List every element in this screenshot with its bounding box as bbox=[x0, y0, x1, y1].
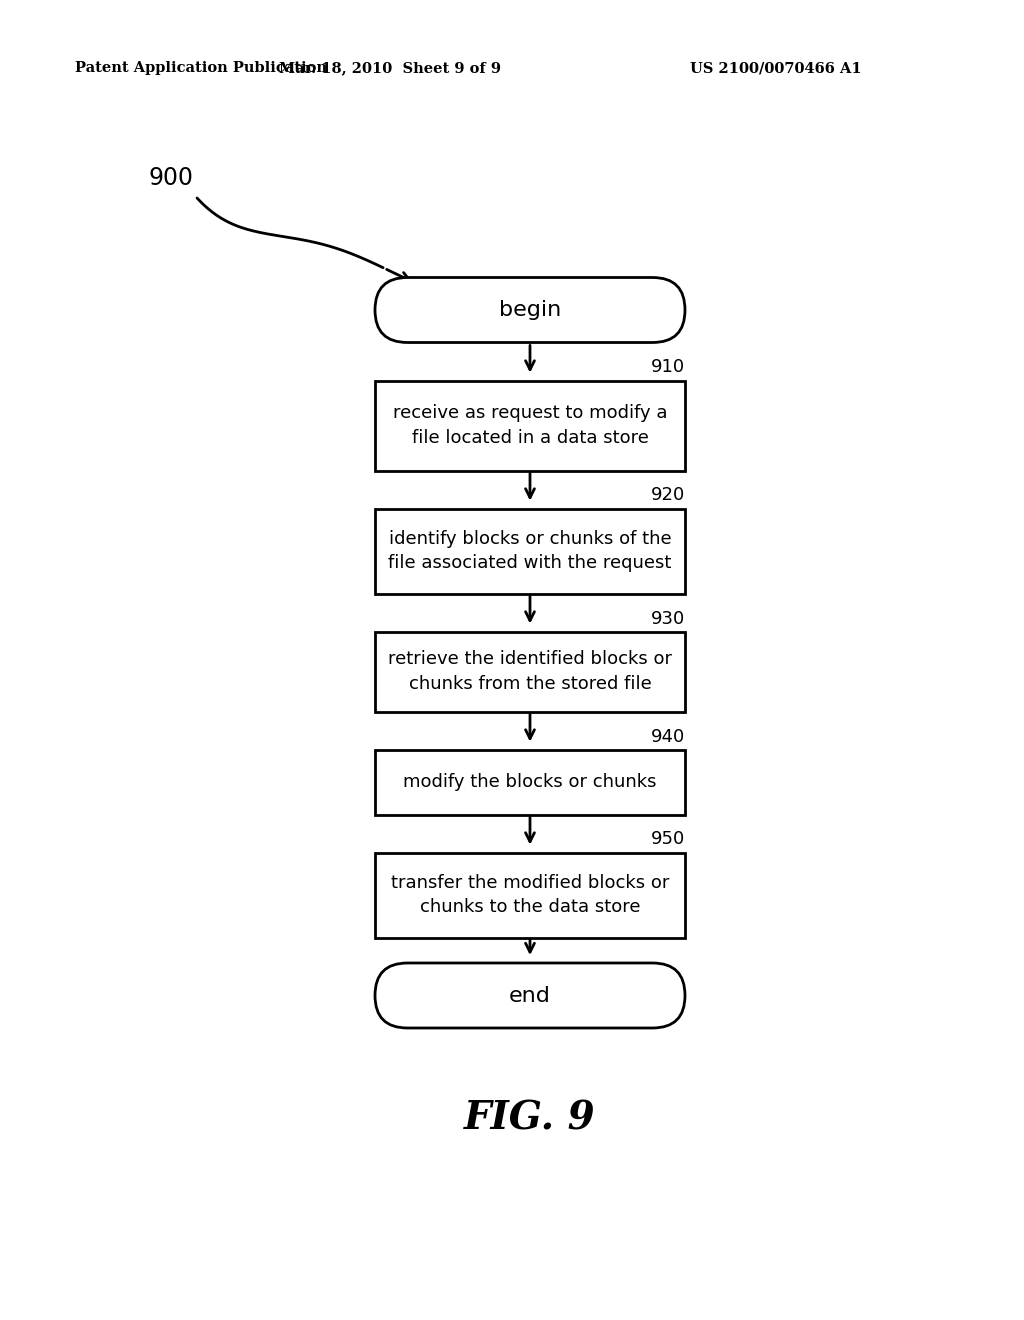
Text: Patent Application Publication: Patent Application Publication bbox=[75, 61, 327, 75]
Text: receive as request to modify a
file located in a data store: receive as request to modify a file loca… bbox=[393, 404, 668, 447]
FancyBboxPatch shape bbox=[375, 277, 685, 342]
Text: US 2100/0070466 A1: US 2100/0070466 A1 bbox=[690, 61, 861, 75]
Text: FIG. 9: FIG. 9 bbox=[464, 1100, 596, 1137]
Text: begin: begin bbox=[499, 300, 561, 319]
Text: 920: 920 bbox=[650, 487, 685, 504]
Text: identify blocks or chunks of the
file associated with the request: identify blocks or chunks of the file as… bbox=[388, 529, 672, 573]
Bar bbox=[375, 380, 685, 470]
Text: 930: 930 bbox=[650, 610, 685, 627]
Text: 940: 940 bbox=[650, 727, 685, 746]
Text: Mar. 18, 2010  Sheet 9 of 9: Mar. 18, 2010 Sheet 9 of 9 bbox=[279, 61, 501, 75]
Bar bbox=[375, 750, 685, 814]
Text: modify the blocks or chunks: modify the blocks or chunks bbox=[403, 774, 656, 791]
Text: retrieve the identified blocks or
chunks from the stored file: retrieve the identified blocks or chunks… bbox=[388, 649, 672, 693]
Text: transfer the modified blocks or
chunks to the data store: transfer the modified blocks or chunks t… bbox=[391, 874, 670, 916]
Bar bbox=[375, 508, 685, 594]
FancyBboxPatch shape bbox=[375, 964, 685, 1028]
Text: 950: 950 bbox=[650, 830, 685, 849]
Bar bbox=[375, 853, 685, 937]
Text: 910: 910 bbox=[651, 359, 685, 376]
Text: end: end bbox=[509, 986, 551, 1006]
Text: 900: 900 bbox=[148, 166, 193, 190]
Bar bbox=[375, 631, 685, 711]
